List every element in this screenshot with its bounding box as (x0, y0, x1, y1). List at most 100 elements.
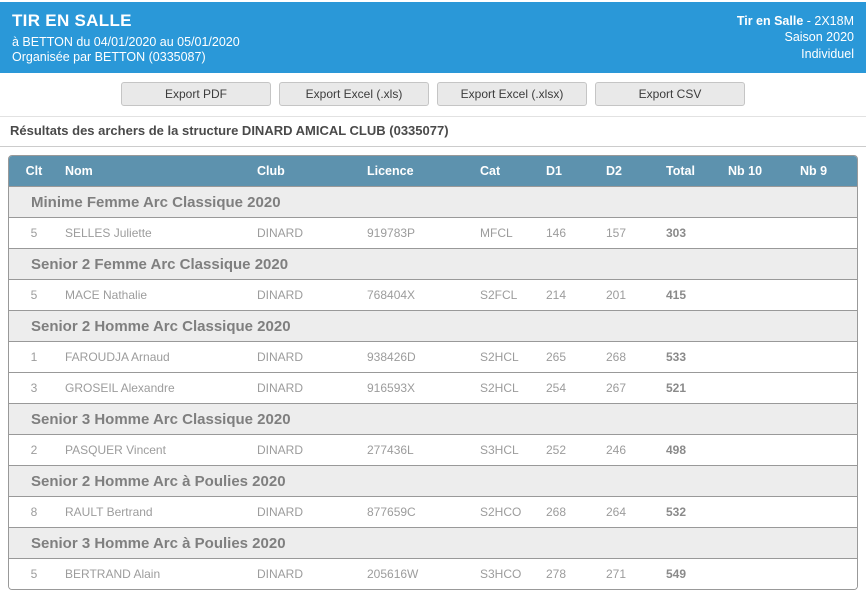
category-row: Senior 2 Homme Arc Classique 2020 (9, 310, 857, 342)
results-title: Résultats des archers de la structure DI… (0, 116, 866, 147)
cell-d1: 278 (540, 558, 600, 589)
cell-nb10 (722, 217, 794, 249)
cell-licence: 877659C (361, 496, 474, 528)
cell-licence: 277436L (361, 434, 474, 466)
cell-club: DINARD (251, 217, 361, 249)
archer-row: 2 PASQUER Vincent DINARD 277436L S3HCL 252 246… (9, 434, 857, 466)
cell-d2: 201 (600, 279, 660, 311)
archer-row: 8 RAULT Bertrand DINARD 877659C S2HCO 268 264 5… (9, 496, 857, 528)
export-csv-button[interactable]: Export CSV (595, 82, 745, 106)
cell-total: 498 (660, 434, 722, 466)
export-xlsx-button[interactable]: Export Excel (.xlsx) (437, 82, 587, 106)
cell-d2: 264 (600, 496, 660, 528)
cell-nom: PASQUER Vincent (59, 434, 251, 466)
cell-club: DINARD (251, 341, 361, 373)
cell-d2: 271 (600, 558, 660, 589)
table-header-row: Clt Nom Club Licence Cat D1 D2 Total Nb … (9, 156, 857, 187)
results-table: Clt Nom Club Licence Cat D1 D2 Total Nb … (9, 156, 857, 589)
competition-type: Tir en Salle - 2X18M (736, 14, 854, 28)
cell-nom: MACE Nathalie (59, 279, 251, 311)
cell-nb10 (722, 279, 794, 311)
event-title: TIR EN SALLE (12, 11, 132, 30)
season-label: Saison 2020 (784, 30, 854, 45)
column-header-cat: Cat (474, 156, 540, 187)
cell-nb10 (722, 496, 794, 528)
cell-licence: 919783P (361, 217, 474, 249)
cell-nb9 (794, 341, 857, 373)
cell-d2: 246 (600, 434, 660, 466)
cell-nb9 (794, 217, 857, 249)
cell-total: 521 (660, 372, 722, 404)
cell-nom: GROSEIL Alexandre (59, 372, 251, 404)
cell-cat: S2HCO (474, 496, 540, 528)
column-header-total: Total (660, 156, 722, 187)
category-label: Senior 2 Femme Arc Classique 2020 (9, 248, 857, 280)
cell-clt: 5 (9, 558, 59, 589)
cell-total: 532 (660, 496, 722, 528)
category-label: Senior 2 Homme Arc Classique 2020 (9, 310, 857, 342)
results-table-body: Minime Femme Arc Classique 2020 5 SELLES J… (9, 186, 857, 589)
cell-cat: MFCL (474, 217, 540, 249)
archer-row: 5 BERTRAND Alain DINARD 205616W S3HCO 278 271 5… (9, 558, 857, 589)
cell-nom: FAROUDJA Arnaud (59, 341, 251, 373)
event-organizer: Organisée par BETTON (0335087) (12, 50, 206, 65)
cell-club: DINARD (251, 279, 361, 311)
cell-cat: S2HCL (474, 341, 540, 373)
column-header-club: Club (251, 156, 361, 187)
category-row: Senior 3 Homme Arc Classique 2020 (9, 403, 857, 435)
cell-d1: 268 (540, 496, 600, 528)
cell-nb10 (722, 434, 794, 466)
cell-licence: 768404X (361, 279, 474, 311)
column-header-licence: Licence (361, 156, 474, 187)
column-header-clt: Clt (9, 156, 59, 187)
cell-d2: 157 (600, 217, 660, 249)
column-header-nom: Nom (59, 156, 251, 187)
cell-cat: S3HCL (474, 434, 540, 466)
cell-club: DINARD (251, 496, 361, 528)
cell-total: 415 (660, 279, 722, 311)
cell-nom: RAULT Bertrand (59, 496, 251, 528)
cell-nb10 (722, 372, 794, 404)
cell-nb9 (794, 558, 857, 589)
cell-total: 549 (660, 558, 722, 589)
export-xls-button[interactable]: Export Excel (.xls) (279, 82, 429, 106)
cell-clt: 3 (9, 372, 59, 404)
cell-licence: 205616W (361, 558, 474, 589)
cell-clt: 8 (9, 496, 59, 528)
archer-row: 5 SELLES Juliette DINARD 919783P MFCL 146 157 3… (9, 217, 857, 249)
cell-nb9 (794, 434, 857, 466)
cell-clt: 5 (9, 217, 59, 249)
event-location-dates: à BETTON du 04/01/2020 au 05/01/2020 (12, 35, 240, 49)
format-label: Individuel (801, 46, 854, 61)
cell-total: 533 (660, 341, 722, 373)
column-header-d2: D2 (600, 156, 660, 187)
archer-row: 3 GROSEIL Alexandre DINARD 916593X S2HCL 254 2… (9, 372, 857, 404)
cell-cat: S2HCL (474, 372, 540, 404)
column-header-nb10: Nb 10 (722, 156, 794, 187)
cell-total: 303 (660, 217, 722, 249)
cell-nb10 (722, 341, 794, 373)
cell-licence: 938426D (361, 341, 474, 373)
category-label: Senior 3 Homme Arc à Poulies 2020 (9, 527, 857, 559)
cell-club: DINARD (251, 558, 361, 589)
cell-clt: 1 (9, 341, 59, 373)
export-pdf-button[interactable]: Export PDF (121, 82, 271, 106)
cell-clt: 2 (9, 434, 59, 466)
cell-nom: BERTRAND Alain (59, 558, 251, 589)
category-label: Senior 3 Homme Arc Classique 2020 (9, 403, 857, 435)
cell-nb9 (794, 279, 857, 311)
archer-row: 1 FAROUDJA Arnaud DINARD 938426D S2HCL 265 268… (9, 341, 857, 373)
cell-d1: 265 (540, 341, 600, 373)
category-row: Senior 2 Homme Arc à Poulies 2020 (9, 465, 857, 497)
cell-clt: 5 (9, 279, 59, 311)
cell-nom: SELLES Juliette (59, 217, 251, 249)
results-table-container: Clt Nom Club Licence Cat D1 D2 Total Nb … (8, 155, 858, 590)
cell-d1: 254 (540, 372, 600, 404)
cell-nb10 (722, 558, 794, 589)
cell-d2: 268 (600, 341, 660, 373)
cell-cat: S2FCL (474, 279, 540, 311)
category-label: Minime Femme Arc Classique 2020 (9, 186, 857, 218)
cell-cat: S3HCO (474, 558, 540, 589)
event-header-left: TIR EN SALLE à BETTON du 04/01/2020 au 0… (12, 11, 240, 73)
cell-d1: 252 (540, 434, 600, 466)
